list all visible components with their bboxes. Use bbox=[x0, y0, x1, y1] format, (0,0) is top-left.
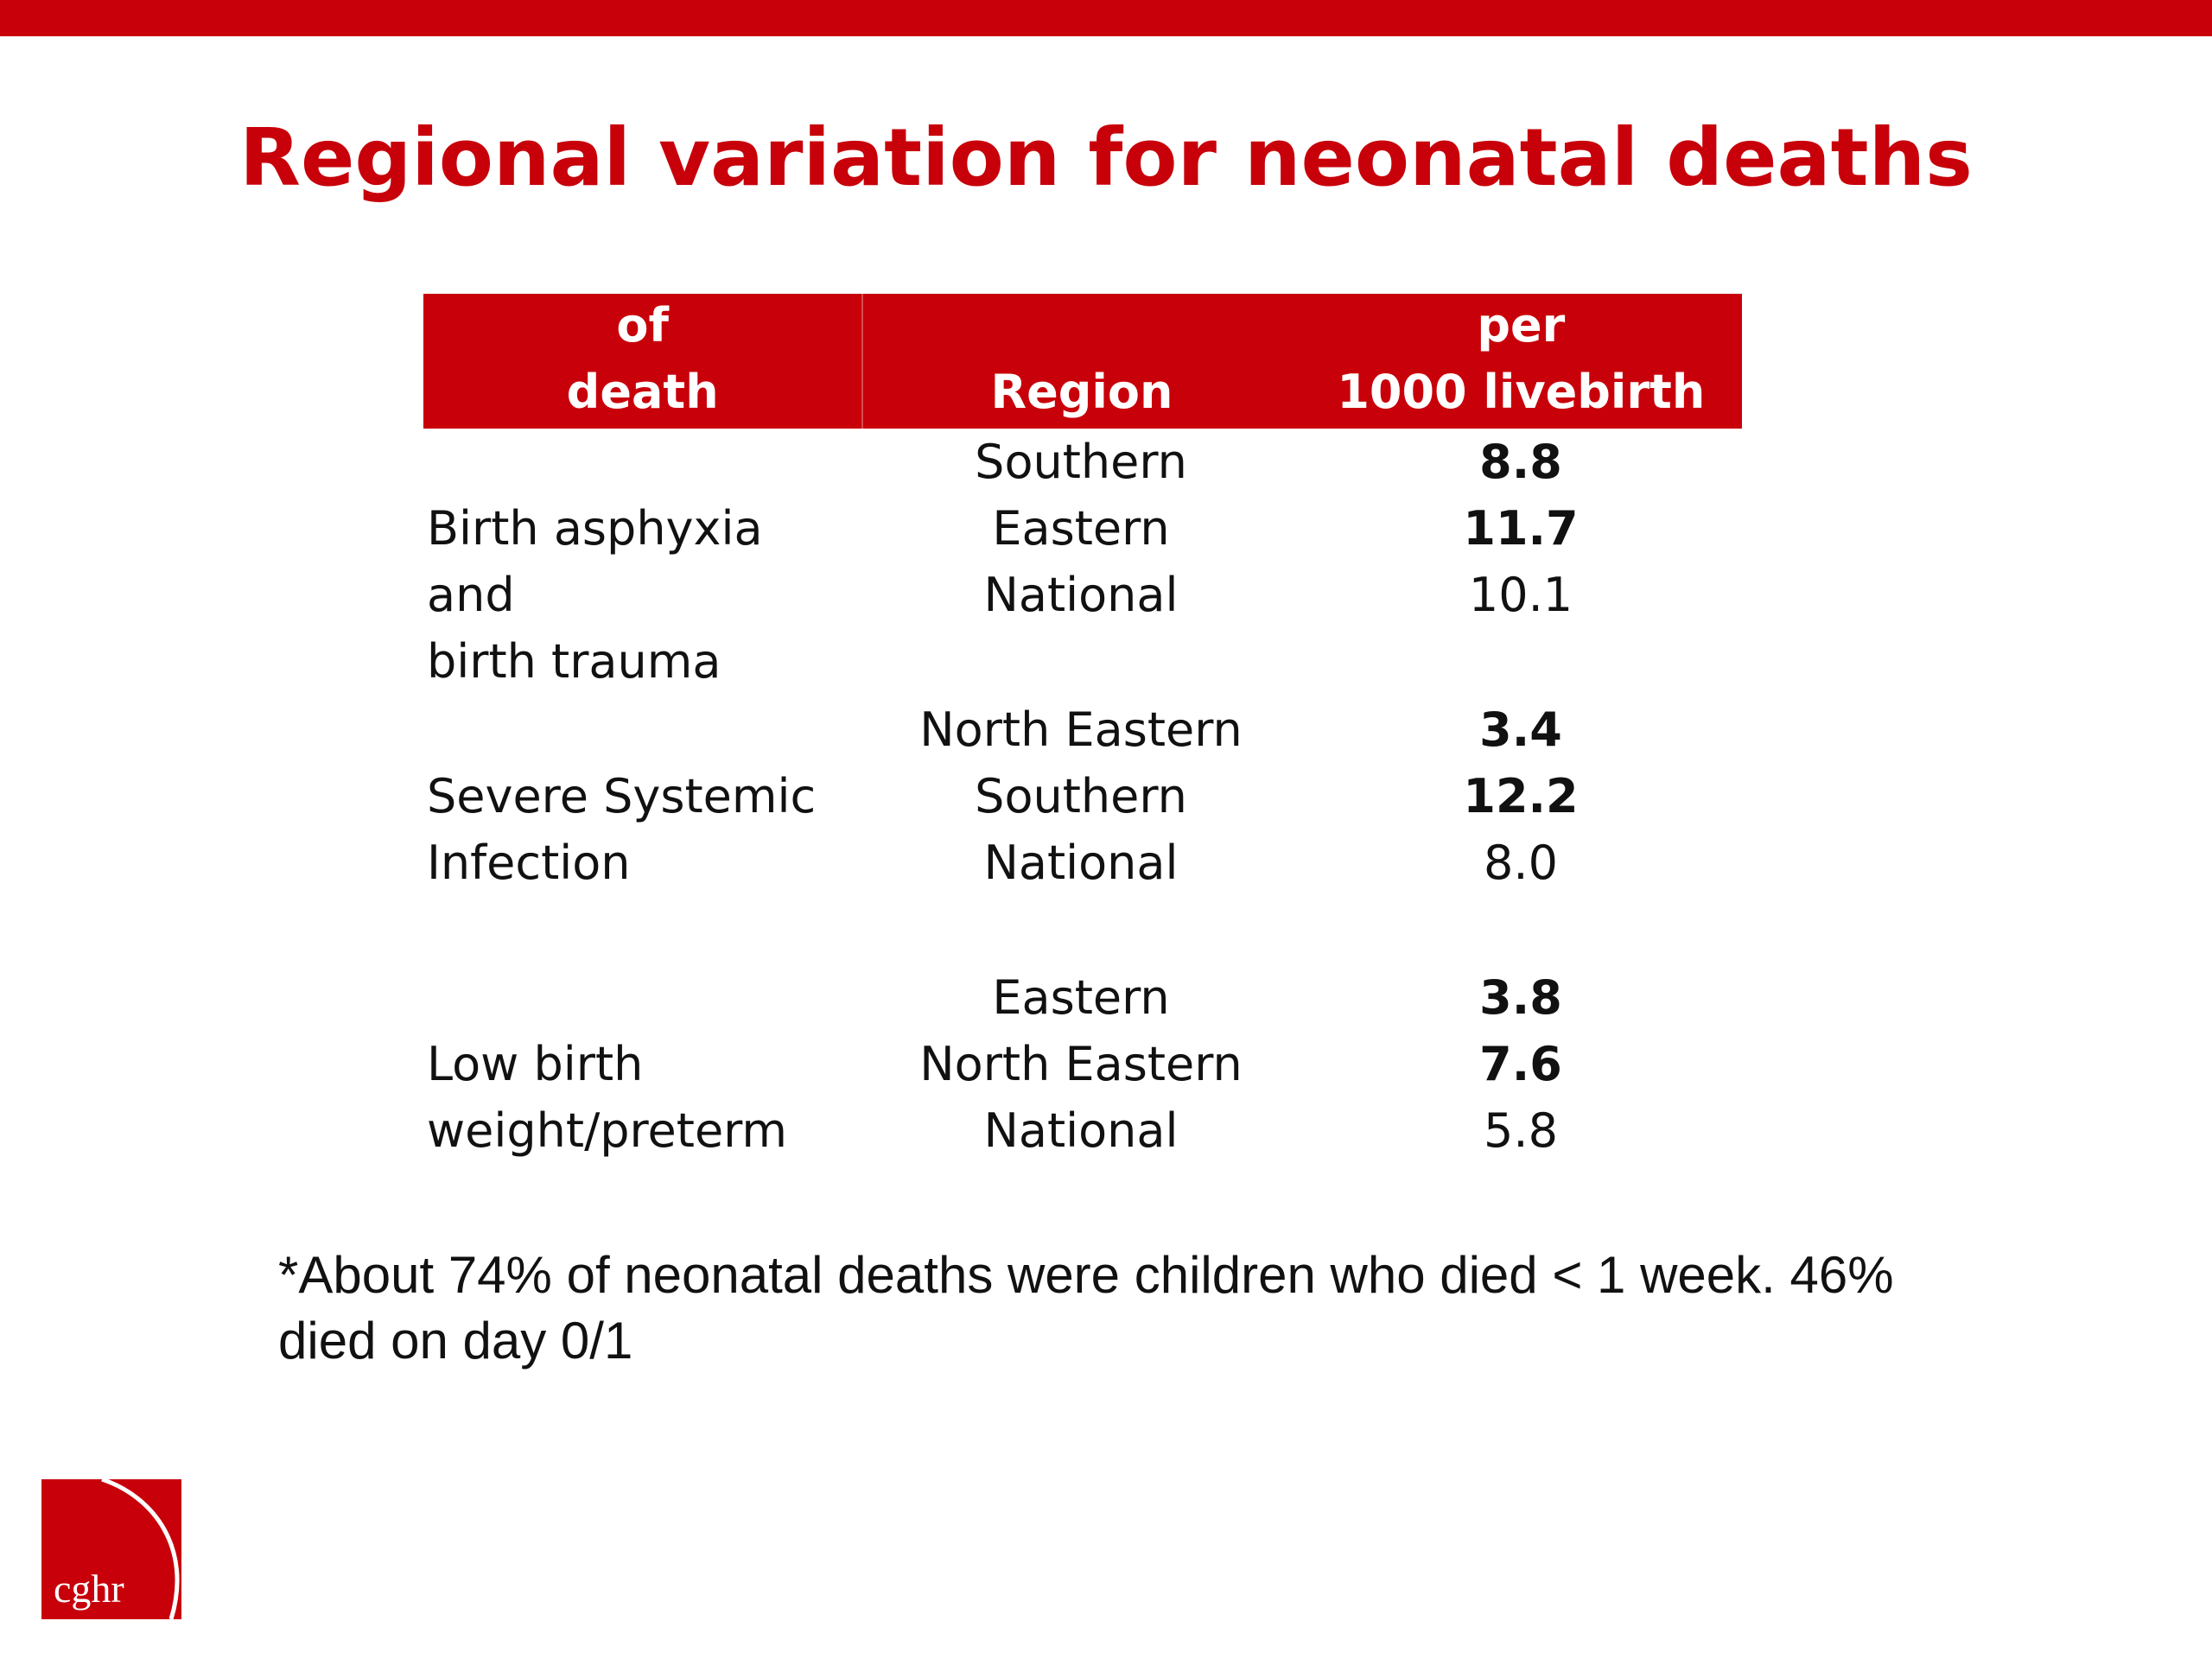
rate-cell: 8.8 bbox=[1479, 435, 1562, 489]
slide-title: Regional variation for neonatal deaths bbox=[239, 111, 1973, 204]
logo-arc-icon bbox=[101, 1479, 180, 1619]
footnote-line1: *About 74% of neonatal deaths were child… bbox=[278, 1246, 1894, 1304]
table-group: Birth asphyxia and birth trauma Southern… bbox=[423, 429, 1742, 696]
region-column: Eastern North Eastern National bbox=[862, 964, 1300, 1232]
header-region-label: Region bbox=[990, 365, 1173, 419]
header-rate-line2: 1000 livebirth bbox=[1337, 365, 1706, 419]
header-rate: Mortality rate per 1000 livebirth bbox=[1300, 232, 1742, 429]
header-cause-line2: death bbox=[566, 365, 719, 419]
footnote-line2: died on day 0/1 bbox=[278, 1312, 633, 1370]
region-cell: Southern bbox=[975, 769, 1187, 823]
region-cell: Eastern bbox=[992, 501, 1170, 556]
region-cell: Eastern bbox=[992, 970, 1170, 1025]
rate-column: 3.8 7.6 5.8 bbox=[1300, 964, 1742, 1232]
cause-line1: Birth asphyxia and bbox=[427, 501, 763, 622]
region-cell: National bbox=[983, 568, 1179, 622]
cause-line2: birth trauma bbox=[427, 634, 721, 689]
region-cell: North Eastern bbox=[919, 702, 1243, 757]
cause-cell: Severe Systemic Infection bbox=[423, 696, 862, 964]
region-cell: National bbox=[983, 836, 1179, 890]
cause-line2: weight/preterm bbox=[427, 1103, 788, 1158]
table-group: Low birth weight/preterm Eastern North E… bbox=[423, 964, 1742, 1232]
region-cell: National bbox=[983, 1103, 1179, 1158]
top-accent-bar bbox=[0, 0, 2212, 36]
cause-cell: Low birth weight/preterm bbox=[423, 964, 862, 1232]
mortality-table: Leading causes of death Region Mortality… bbox=[423, 232, 1742, 1232]
rate-column: 3.4 12.2 8.0 bbox=[1300, 696, 1742, 964]
header-cause-line1: Leading causes of bbox=[440, 232, 845, 353]
region-cell: North Eastern bbox=[919, 1037, 1243, 1091]
region-cell: Southern bbox=[975, 435, 1187, 489]
region-column: Southern Eastern National bbox=[862, 429, 1300, 696]
footnote: *About 74% of neonatal deaths were child… bbox=[278, 1243, 2050, 1374]
region-column: North Eastern Southern National bbox=[862, 696, 1300, 964]
header-region: Region bbox=[863, 294, 1300, 429]
cause-line2: Infection bbox=[427, 836, 631, 890]
table-group: Severe Systemic Infection North Eastern … bbox=[423, 696, 1742, 964]
logo-text: cghr bbox=[54, 1567, 124, 1611]
cause-cell: Birth asphyxia and birth trauma bbox=[423, 429, 862, 696]
rate-cell: 8.0 bbox=[1484, 836, 1558, 890]
rate-cell: 12.2 bbox=[1463, 769, 1579, 823]
header-rate-line1: Mortality rate per bbox=[1338, 232, 1704, 353]
rate-cell: 10.1 bbox=[1468, 568, 1573, 622]
rate-cell: 11.7 bbox=[1463, 501, 1579, 556]
cghr-logo: cghr bbox=[41, 1479, 181, 1619]
cause-line1: Severe Systemic bbox=[427, 769, 817, 823]
rate-cell: 3.4 bbox=[1479, 702, 1562, 757]
rate-cell: 3.8 bbox=[1479, 970, 1562, 1025]
header-cause: Leading causes of death bbox=[423, 232, 864, 429]
rate-cell: 7.6 bbox=[1479, 1037, 1562, 1091]
rate-cell: 5.8 bbox=[1484, 1103, 1558, 1158]
table-header-row: Leading causes of death Region Mortality… bbox=[423, 232, 1742, 429]
rate-column: 8.8 11.7 10.1 bbox=[1300, 429, 1742, 696]
cause-line1: Low birth bbox=[427, 1037, 644, 1091]
